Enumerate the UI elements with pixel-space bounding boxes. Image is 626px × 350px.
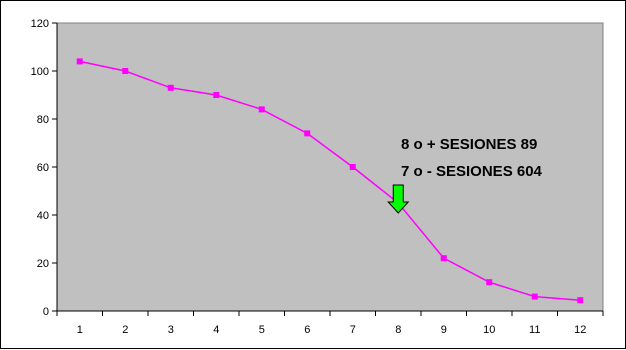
x-tick-label: 1 — [77, 324, 83, 336]
data-point — [213, 92, 220, 98]
y-tick-label: 20 — [37, 258, 49, 270]
x-tick-label: 4 — [213, 324, 219, 336]
plot-area — [56, 22, 604, 312]
data-point — [577, 297, 584, 304]
x-tick-label: 7 — [350, 324, 356, 336]
series-line — [79, 60, 581, 301]
x-tick-label: 2 — [122, 324, 128, 336]
data-point — [440, 255, 447, 262]
x-tick-label: 12 — [574, 324, 586, 336]
data-point — [486, 279, 493, 286]
annotation-8-or-more: 8 o + SESIONES 89 — [401, 136, 537, 153]
y-tick-label: 120 — [31, 18, 49, 30]
x-tick-label: 10 — [483, 324, 495, 336]
y-axis: 0 20 40 60 80 100 120 — [31, 18, 58, 318]
data-point — [304, 130, 311, 137]
x-tick-label: 9 — [441, 324, 447, 336]
y-tick-label: 60 — [37, 162, 49, 174]
data-point — [76, 58, 83, 65]
series-markers — [76, 58, 584, 304]
arrow-icon — [387, 184, 410, 214]
y-tick-label: 80 — [37, 114, 49, 126]
x-tick-label: 8 — [395, 324, 401, 336]
data-point — [531, 293, 538, 300]
y-tick-label: 40 — [37, 210, 49, 222]
x-tick-label: 5 — [259, 324, 265, 336]
data-point — [122, 68, 129, 74]
data-point — [167, 84, 174, 91]
x-axis: 1 2 3 4 5 6 7 8 9 10 11 12 — [56, 310, 604, 336]
annotation-7-or-less: 7 o - SESIONES 604 — [401, 163, 543, 180]
x-tick-label: 11 — [529, 324, 540, 336]
y-tick-label: 0 — [43, 306, 49, 318]
x-tick-label: 6 — [304, 324, 310, 336]
data-point — [349, 164, 356, 170]
x-tick-label: 3 — [168, 324, 174, 336]
data-point — [258, 106, 265, 113]
y-tick-label: 100 — [31, 66, 49, 78]
arrow-shape — [387, 184, 410, 214]
